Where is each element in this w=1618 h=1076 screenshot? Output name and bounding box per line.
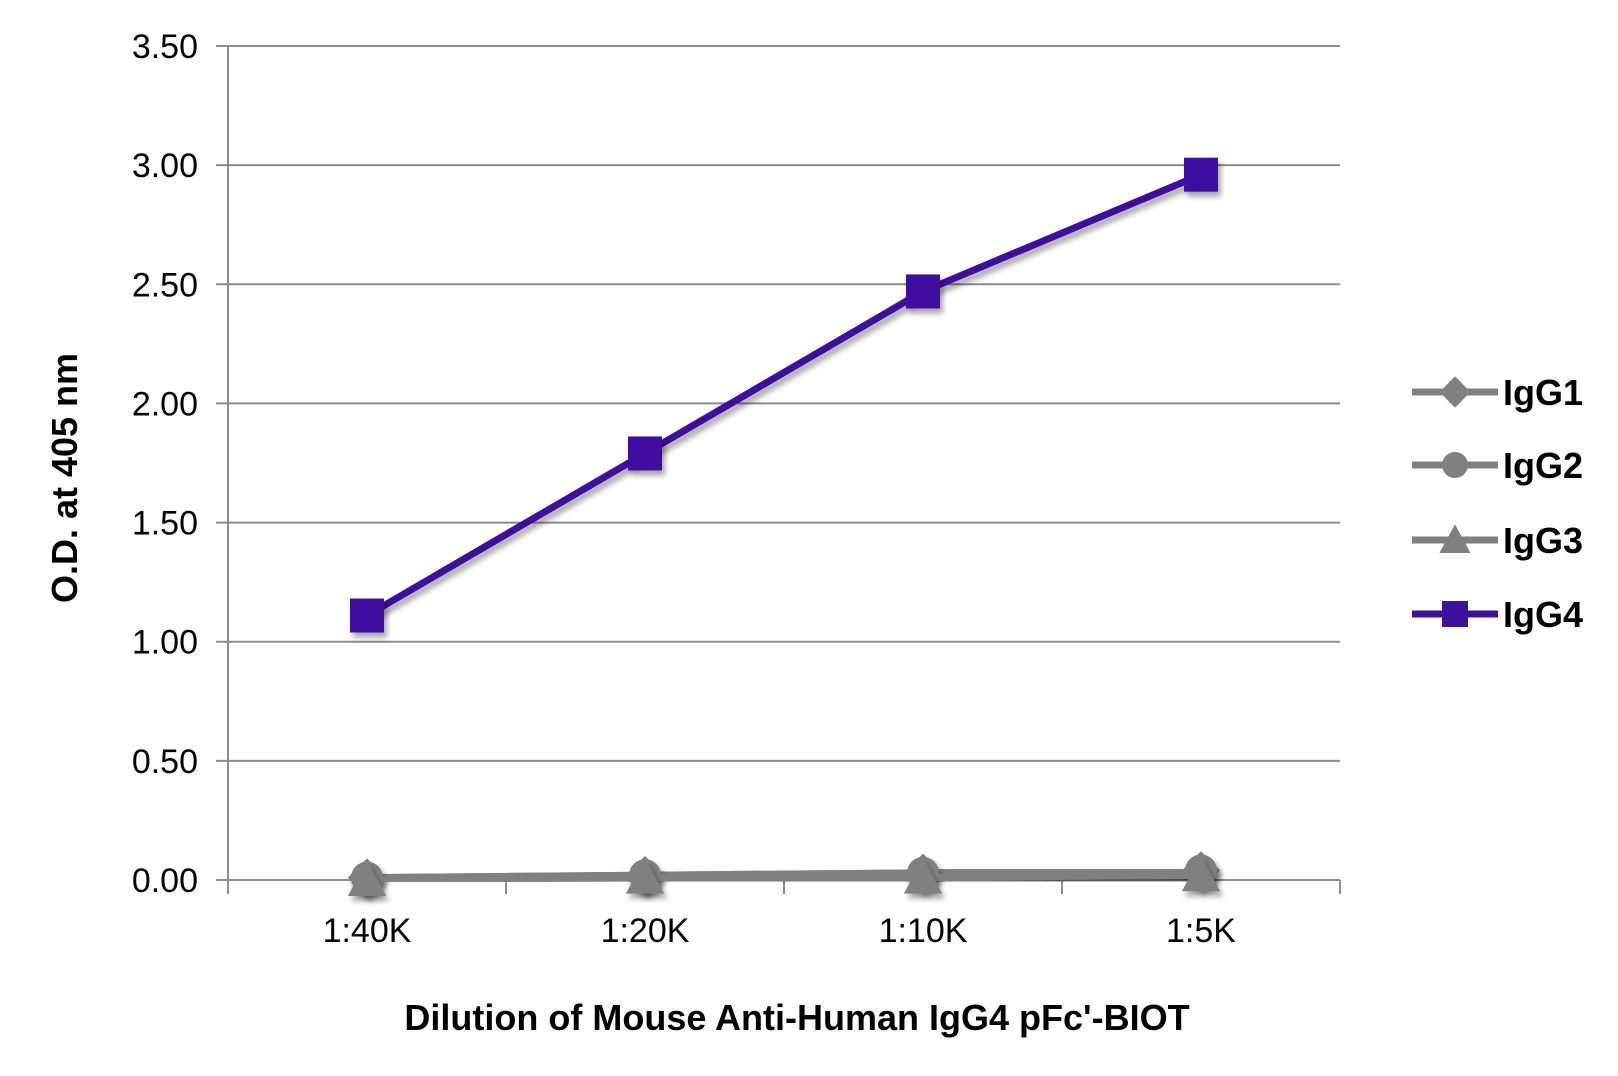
series-igg4 xyxy=(350,157,1218,633)
legend-item-igg2: IgG2 xyxy=(1412,445,1583,486)
legend-label: IgG1 xyxy=(1503,372,1583,413)
legend-label: IgG4 xyxy=(1503,594,1583,635)
y-tick-label: 3.00 xyxy=(132,147,198,185)
legend-item-igg3: IgG3 xyxy=(1412,520,1583,561)
y-tick-label: 2.00 xyxy=(132,385,198,423)
legend-label: IgG2 xyxy=(1503,445,1583,486)
legend-marker-circle xyxy=(1442,452,1468,478)
legend-marker-triangle xyxy=(1439,524,1471,553)
x-tick-label: 1:5K xyxy=(1166,912,1236,950)
x-tick-label: 1:10K xyxy=(879,912,968,950)
series-line xyxy=(366,871,1202,884)
series-igg3 xyxy=(347,856,1221,896)
y-tick-label: 1.00 xyxy=(132,624,198,662)
series-line xyxy=(365,171,1203,619)
data-point xyxy=(628,436,662,471)
y-tick-label: 3.50 xyxy=(132,28,198,66)
legend-item-igg1: IgG1 xyxy=(1412,372,1583,413)
data-point xyxy=(350,598,384,633)
plot-area xyxy=(347,157,1221,897)
x-tick-label: 1:40K xyxy=(323,912,412,950)
y-tick-label: 2.50 xyxy=(132,266,198,304)
x-axis-title: Dilution of Mouse Anti-Human IgG4 pFc'-B… xyxy=(404,997,1189,1038)
axes: 0.00 0.50 1.00 1.50 2.00 2.50 3.00 3.50 1:40K 1:2… xyxy=(132,28,1341,950)
data-point xyxy=(903,858,943,894)
y-tick-label: 1.50 xyxy=(132,505,198,543)
y-tick-label: 0.00 xyxy=(132,862,198,900)
data-point xyxy=(347,860,387,896)
gridlines xyxy=(216,45,1340,881)
y-tick-label: 0.50 xyxy=(132,743,198,781)
legend-item-igg4: IgG4 xyxy=(1412,594,1583,635)
legend-marker-square xyxy=(1442,601,1468,627)
data-point xyxy=(1184,157,1218,192)
legend: IgG1 IgG2 IgG3 IgG4 xyxy=(1412,372,1583,635)
legend-marker-diamond xyxy=(1439,376,1471,408)
data-point xyxy=(906,274,940,309)
y-axis-title: O.D. at 405 nm xyxy=(44,353,85,603)
legend-label: IgG3 xyxy=(1503,520,1583,561)
x-tick-label: 1:20K xyxy=(601,912,690,950)
data-point xyxy=(625,858,665,894)
data-point xyxy=(1181,856,1221,892)
